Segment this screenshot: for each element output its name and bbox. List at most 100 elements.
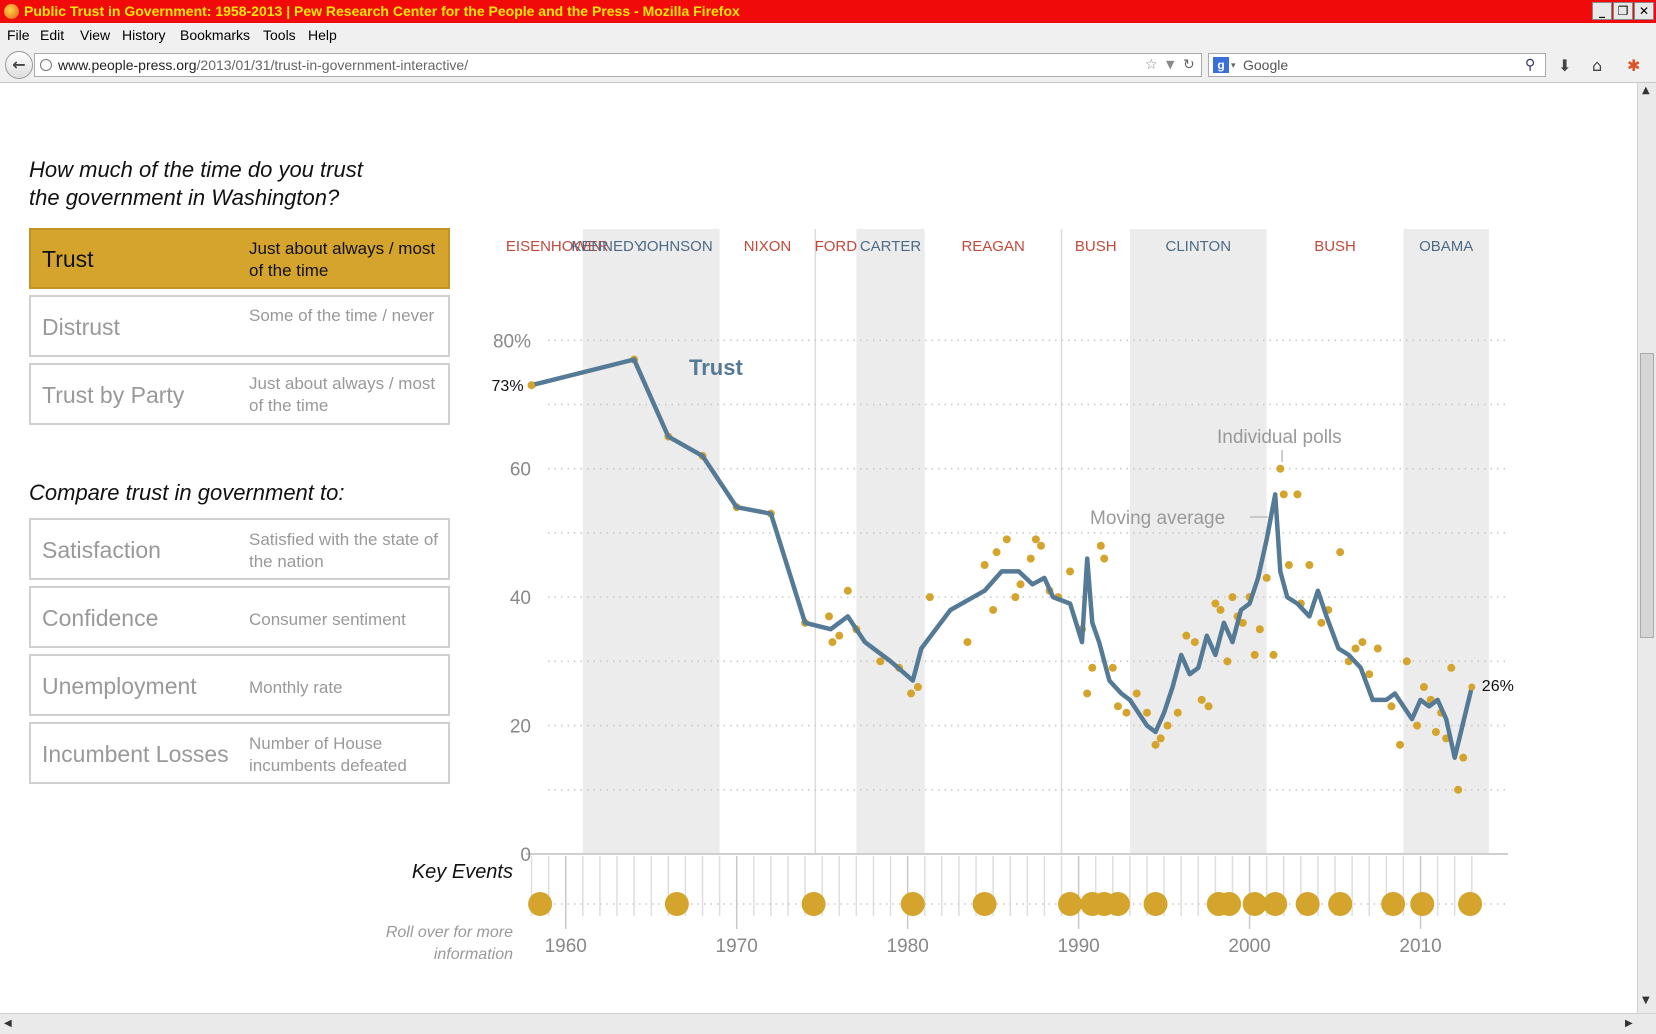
poll-point [828, 638, 837, 647]
individual-polls-label: Individual polls [1217, 427, 1342, 448]
search-bar[interactable]: g ▾ Google ⚲ [1208, 53, 1546, 77]
key-event-dot[interactable] [1410, 892, 1435, 916]
minimize-button[interactable]: _ [1592, 2, 1612, 20]
key-event-dot[interactable] [1381, 892, 1406, 916]
compare-desc: Monthly rate [249, 678, 343, 697]
poll-point [992, 548, 1001, 557]
y-tick-label: 20 [510, 717, 531, 738]
menu-tools[interactable]: Tools [263, 27, 296, 43]
president-label: KENNEDY [571, 238, 644, 255]
key-event-dot[interactable] [528, 892, 553, 916]
poll-point [1100, 554, 1109, 563]
reload-icon[interactable]: ↻ [1183, 57, 1195, 73]
download-icon[interactable]: ⬇ [1558, 56, 1572, 75]
horizontal-scrollbar[interactable]: ◀ ▶ [0, 1013, 1656, 1034]
menu-help[interactable]: Help [308, 27, 337, 43]
compare-label: Incumbent Losses [42, 741, 229, 767]
key-event-dot[interactable] [1058, 892, 1083, 916]
poll-point [1122, 708, 1131, 717]
poll-point [1358, 638, 1367, 647]
window-title: Public Trust in Government: 1958-2013 | … [24, 3, 740, 19]
menu-file[interactable]: File [7, 27, 30, 43]
dropdown-arrow-icon[interactable]: ▼ [1166, 58, 1175, 71]
poll-point [1317, 618, 1326, 627]
poll-point [1132, 689, 1141, 698]
scroll-right-arrow-icon[interactable]: ▶ [1625, 1018, 1633, 1029]
engine-dropdown-icon[interactable]: ▾ [1231, 60, 1236, 70]
president-label: NIXON [744, 238, 792, 255]
start-point [528, 381, 536, 389]
x-tick-label: 1980 [887, 936, 929, 957]
x-tick-label: 1990 [1057, 936, 1099, 957]
close-button[interactable]: ✕ [1634, 2, 1654, 20]
poll-point [1182, 631, 1191, 640]
option-desc: Just about always / most of the time [249, 239, 436, 280]
poll-point [1293, 490, 1302, 499]
menu-edit[interactable]: Edit [40, 27, 65, 43]
compare-unemployment[interactable]: Unemployment Monthly rate [29, 654, 450, 716]
menu-view[interactable]: View [80, 27, 111, 43]
y-tick-label: 80% [493, 331, 531, 352]
president-label: EISENHOWER [506, 238, 609, 255]
end-value-label: 26% [1482, 678, 1514, 695]
magnifier-icon[interactable]: ⚲ [1525, 57, 1536, 73]
poll-point [1002, 535, 1011, 544]
poll-point [1088, 663, 1097, 672]
key-event-dot[interactable] [972, 892, 997, 916]
firefox-logo-icon [4, 4, 19, 19]
home-icon[interactable]: ⌂ [1592, 56, 1603, 75]
url-bar[interactable]: www.people-press.org/2013/01/31/trust-in… [34, 53, 1202, 77]
key-event-dot[interactable] [1458, 892, 1483, 916]
y-tick-label: 0 [520, 845, 531, 866]
poll-point [843, 586, 852, 595]
addon-icon[interactable]: ✱ [1627, 56, 1641, 75]
key-event-dot[interactable] [1105, 892, 1130, 916]
key-event-dot[interactable] [801, 892, 826, 916]
y-tick-label: 40 [510, 588, 531, 609]
key-event-dot[interactable] [1263, 892, 1288, 916]
menu-bookmarks[interactable]: Bookmarks [180, 27, 251, 43]
key-event-dot[interactable] [1217, 892, 1242, 916]
scroll-down-arrow-icon[interactable]: ▼ [1642, 995, 1650, 1006]
poll-point [913, 683, 922, 692]
scroll-left-arrow-icon[interactable]: ◀ [4, 1018, 12, 1029]
compare-confidence[interactable]: Confidence Consumer sentiment [29, 586, 450, 648]
scroll-up-arrow-icon[interactable]: ▲ [1642, 85, 1650, 96]
window-titlebar: Public Trust in Government: 1958-2013 | … [0, 0, 1656, 23]
poll-point [1190, 638, 1199, 647]
compare-satisfaction[interactable]: Satisfaction Satisfied with the state of… [29, 518, 450, 580]
key-event-dot[interactable] [1295, 892, 1320, 916]
option-desc: Just about always / most of the time [249, 374, 436, 415]
restore-button[interactable]: ❐ [1613, 2, 1633, 20]
vertical-scrollbar[interactable]: ▲ ▼ [1637, 83, 1656, 1013]
compare-heading: Compare trust in government to: [29, 480, 345, 505]
key-event-dot[interactable] [664, 892, 689, 916]
key-event-dot[interactable] [1328, 892, 1353, 916]
key-event-dot[interactable] [1143, 892, 1168, 916]
scroll-thumb[interactable] [1640, 353, 1654, 638]
poll-point [835, 631, 844, 640]
poll-point [1419, 683, 1428, 692]
poll-point [925, 593, 934, 602]
compare-desc: Satisfied with the state of the nation [249, 530, 438, 571]
poll-point [1163, 721, 1172, 730]
poll-point [1096, 541, 1105, 550]
x-tick-label: 1970 [716, 936, 758, 957]
key-event-dot[interactable] [1242, 892, 1267, 916]
menu-history[interactable]: History [122, 27, 166, 43]
poll-point [1431, 727, 1440, 736]
option-trust[interactable]: Trust Just about always / most of the ti… [29, 228, 450, 289]
poll-point [907, 689, 916, 698]
back-arrow-icon[interactable]: ← [5, 51, 33, 79]
poll-point [1250, 650, 1259, 659]
option-trust-by-party[interactable]: Trust by Party Just about always / most … [29, 363, 450, 425]
poll-point [1255, 625, 1264, 634]
bookmark-star-icon[interactable]: ☆ [1145, 57, 1158, 73]
option-distrust[interactable]: Distrust Some of the time / never [29, 295, 450, 357]
key-event-dot[interactable] [900, 892, 925, 916]
presidency-band [856, 229, 925, 854]
poll-point [989, 605, 998, 614]
page-content: How much of the time do you trust the go… [0, 84, 1637, 1013]
compare-incumbent-losses[interactable]: Incumbent Losses Number of House incumbe… [29, 722, 450, 784]
